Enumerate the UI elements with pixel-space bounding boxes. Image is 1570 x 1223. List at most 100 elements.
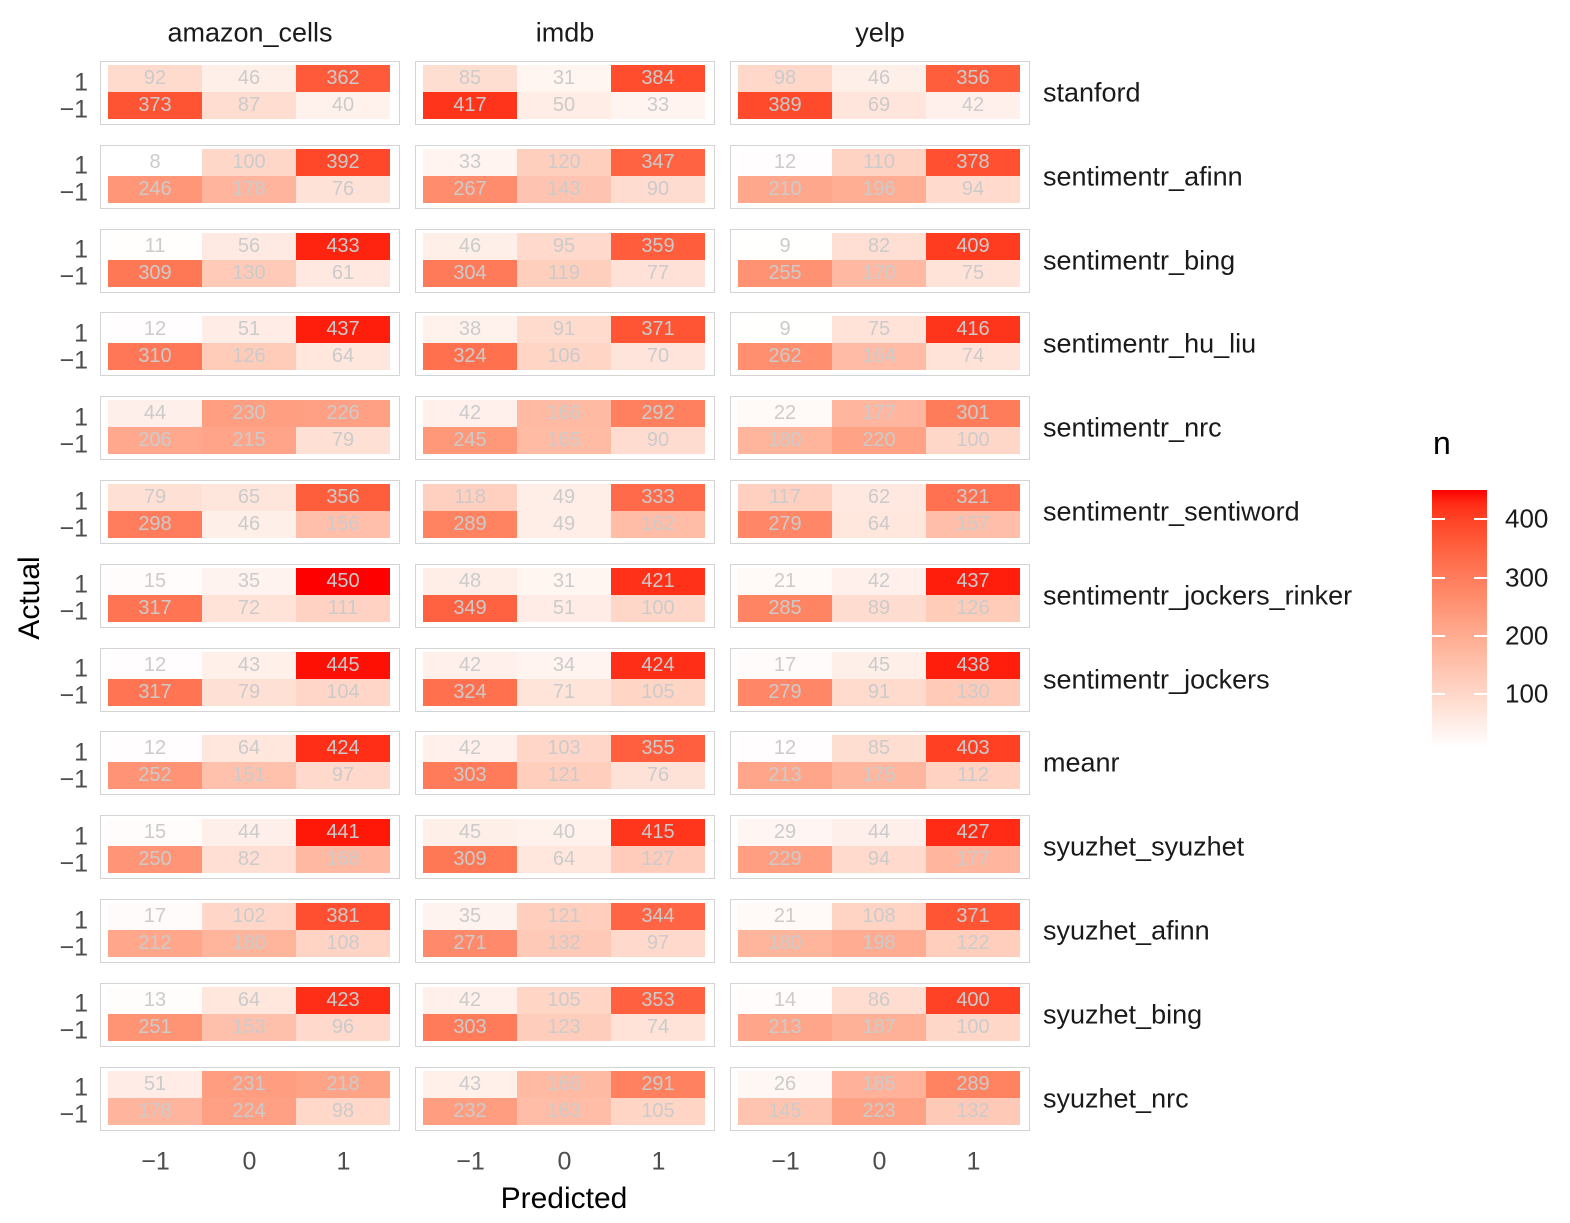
heatmap-cell: 44 <box>832 819 926 847</box>
heatmap-cell: 218 <box>296 1070 390 1098</box>
legend-tick-mark <box>1474 693 1487 696</box>
heatmap-cell: 46 <box>423 232 517 260</box>
heatmap-cell: 212 <box>108 930 202 957</box>
heatmap-cell: 82 <box>202 846 296 874</box>
heatmap-cell: 42 <box>832 567 926 595</box>
heatmap-cell: 44 <box>108 400 202 428</box>
x-tick-label: −1 <box>771 1147 800 1176</box>
heatmap-cell: 42 <box>423 735 517 763</box>
y-tick-label: −1 <box>59 178 88 207</box>
heatmap-cell: 324 <box>423 678 517 706</box>
heatmap-cell: 292 <box>611 400 705 428</box>
heatmap-cell: 45 <box>423 819 517 847</box>
heatmap-cell: 31 <box>517 65 611 92</box>
y-tick-label: −1 <box>59 1100 88 1129</box>
heatmap-cell: 251 <box>108 1013 202 1041</box>
heatmap-cell: 441 <box>296 819 390 847</box>
heatmap-cell: 17 <box>738 651 832 679</box>
heatmap-cell: 38 <box>423 316 517 344</box>
heatmap-cell: 71 <box>517 678 611 706</box>
heatmap-cell: 304 <box>423 259 517 287</box>
heatmap-cell: 46 <box>832 65 926 92</box>
heatmap-cell: 75 <box>832 316 926 344</box>
heatmap-cell: 356 <box>296 484 390 511</box>
heatmap-cell: 90 <box>611 175 705 203</box>
legend-tick-mark <box>1432 693 1445 696</box>
heatmap-cell: 389 <box>738 92 832 119</box>
facet-panel: 22 177 301 180 220 100 <box>730 396 1030 461</box>
heatmap-cell: 12 <box>108 735 202 763</box>
y-tick-label: 1 <box>74 68 88 96</box>
facet-panel: 38 91 371 324 106 70 <box>415 312 715 377</box>
heatmap-cell: 156 <box>296 511 390 538</box>
heatmap-cell: 100 <box>611 594 705 622</box>
facet-row-label: syuzhet_nrc <box>1043 1083 1189 1114</box>
facet-panel: 14 86 400 213 187 100 <box>730 982 1030 1047</box>
heatmap-cell: 79 <box>202 678 296 706</box>
y-tick-label: 1 <box>74 822 88 851</box>
heatmap-cell: 40 <box>296 92 390 119</box>
heatmap-cell: 403 <box>926 735 1020 763</box>
heatmap-cell: 250 <box>108 846 202 874</box>
y-tick-label: 1 <box>74 235 88 264</box>
y-tick-label: −1 <box>59 933 88 961</box>
heatmap-cell: 180 <box>738 427 832 455</box>
heatmap-cell: 178 <box>202 175 296 203</box>
facet-panel: 43 166 291 232 163 105 <box>415 1066 715 1131</box>
heatmap-cell: 82 <box>832 232 926 260</box>
heatmap-cell: 46 <box>202 65 296 92</box>
heatmap-cell: 187 <box>832 1013 926 1041</box>
heatmap-cell: 17 <box>108 903 202 930</box>
heatmap-cell: 246 <box>108 175 202 203</box>
heatmap-cell: 106 <box>517 343 611 371</box>
heatmap-cell: 438 <box>926 651 1020 679</box>
heatmap-cell: 289 <box>423 511 517 538</box>
heatmap-cell: 132 <box>517 930 611 957</box>
heatmap-cell: 33 <box>611 92 705 119</box>
heatmap-cell: 151 <box>202 762 296 790</box>
facet-panel: 8 100 392 246 178 76 <box>100 144 400 209</box>
heatmap-cell: 108 <box>296 930 390 957</box>
facet-panel: 11 56 433 309 130 61 <box>100 228 400 293</box>
facet-panel: 21 42 437 285 89 126 <box>730 563 1030 628</box>
heatmap-cell: 110 <box>832 148 926 176</box>
heatmap-cell: 85 <box>423 65 517 92</box>
heatmap-cell: 9 <box>738 316 832 344</box>
heatmap-cell: 96 <box>296 1013 390 1041</box>
legend-tick-mark <box>1474 634 1487 637</box>
y-tick-label: −1 <box>59 346 88 375</box>
facet-row-label: sentimentr_nrc <box>1043 412 1222 443</box>
heatmap-cell: 12 <box>108 651 202 679</box>
heatmap-cell: 427 <box>926 819 1020 847</box>
heatmap-cell: 126 <box>202 343 296 371</box>
facet-panel: 17 102 381 212 180 108 <box>100 899 400 963</box>
facet-row-label: syuzhet_afinn <box>1043 915 1210 946</box>
legend-tick-mark <box>1474 518 1487 521</box>
heatmap-cell: 77 <box>611 259 705 287</box>
y-tick-label: 1 <box>74 319 88 348</box>
heatmap-cell: 12 <box>738 148 832 176</box>
legend-gradient-bar <box>1432 490 1487 748</box>
heatmap-cell: 153 <box>202 1013 296 1041</box>
heatmap-cell: 301 <box>926 400 1020 428</box>
facet-panel: 85 31 384 417 50 33 <box>415 61 715 125</box>
heatmap-cell: 49 <box>517 511 611 538</box>
heatmap-cell: 417 <box>423 92 517 119</box>
facet-row-label: syuzhet_syuzhet <box>1043 831 1245 862</box>
x-tick-label: 1 <box>336 1147 351 1176</box>
y-tick-label: 1 <box>74 906 88 934</box>
heatmap-cell: 64 <box>517 846 611 874</box>
heatmap-cell: 252 <box>108 762 202 790</box>
y-tick-label: −1 <box>59 95 88 123</box>
heatmap-cell: 392 <box>296 148 390 176</box>
heatmap-cell: 213 <box>738 1013 832 1041</box>
x-tick-label: −1 <box>141 1147 170 1176</box>
heatmap-cell: 112 <box>926 762 1020 790</box>
heatmap-cell: 450 <box>296 567 390 595</box>
facet-panel: 15 35 450 317 72 111 <box>100 563 400 628</box>
heatmap-cell: 86 <box>832 986 926 1014</box>
heatmap-cell: 42 <box>423 986 517 1014</box>
heatmap-cell: 347 <box>611 148 705 176</box>
heatmap-cell: 175 <box>832 762 926 790</box>
heatmap-cell: 122 <box>926 930 1020 957</box>
